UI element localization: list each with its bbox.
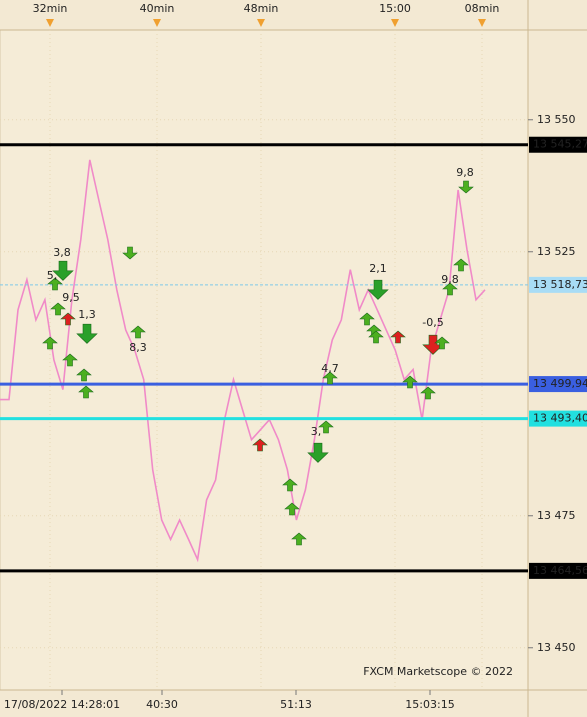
signal-arrow bbox=[442, 282, 458, 296]
signal-arrow bbox=[252, 438, 268, 452]
signal-arrow bbox=[307, 442, 329, 463]
signal-arrow bbox=[402, 375, 418, 389]
time-marker bbox=[478, 19, 486, 27]
signal-arrow bbox=[130, 325, 146, 339]
time-marker bbox=[153, 19, 161, 27]
signal-arrow bbox=[434, 336, 450, 350]
signal-label: 3, bbox=[311, 425, 322, 438]
signal-arrow bbox=[42, 336, 58, 350]
y-tick-label: 13 525 bbox=[537, 245, 576, 258]
level-label: 13 464,56 bbox=[533, 564, 587, 577]
signal-arrow bbox=[78, 385, 94, 399]
signal-arrow bbox=[47, 277, 63, 291]
signal-arrow bbox=[76, 368, 92, 382]
level-box bbox=[529, 376, 587, 393]
signal-label: 3,8 bbox=[53, 246, 71, 259]
time-marker bbox=[46, 19, 54, 27]
signal-label: 2,1 bbox=[369, 262, 387, 275]
signal-label: 8,3 bbox=[129, 341, 147, 354]
signal-arrow bbox=[62, 353, 78, 367]
level-box bbox=[529, 136, 587, 153]
price-line bbox=[0, 159, 486, 563]
signal-label: 4,7 bbox=[321, 362, 339, 375]
time-label: 40:30 bbox=[146, 698, 178, 711]
y-tick-label: 13 475 bbox=[537, 509, 576, 522]
signal-arrow bbox=[368, 330, 384, 344]
signal-arrow bbox=[50, 302, 66, 316]
time-label: 40min bbox=[140, 2, 175, 15]
time-marker bbox=[391, 19, 399, 27]
signal-arrow bbox=[453, 258, 469, 272]
time-label: 48min bbox=[244, 2, 279, 15]
signal-arrow bbox=[76, 323, 98, 344]
watermark: FXCM Marketscope © 2022 bbox=[363, 665, 513, 678]
signal-arrow bbox=[52, 260, 74, 281]
signal-arrow bbox=[458, 180, 474, 194]
signal-arrow bbox=[122, 246, 138, 260]
level-label: 13 518,73 bbox=[533, 278, 587, 291]
signal-arrow bbox=[390, 330, 406, 344]
time-label: 51:13 bbox=[280, 698, 312, 711]
signal-label: -0,5 bbox=[422, 316, 443, 329]
time-marker bbox=[257, 19, 265, 27]
signal-arrow bbox=[318, 420, 334, 434]
y-tick-label: 13 550 bbox=[537, 113, 576, 126]
level-label: 13 499,94 bbox=[533, 377, 587, 390]
signal-arrow bbox=[359, 312, 375, 326]
y-tick-label: 13 450 bbox=[537, 641, 576, 654]
signal-label: 9,8 bbox=[456, 166, 474, 179]
time-label: 08min bbox=[465, 2, 500, 15]
signal-arrow bbox=[420, 386, 436, 400]
time-label: 17/08/2022 14:28:01 bbox=[4, 698, 120, 711]
signal-label: 9,5 bbox=[62, 291, 80, 304]
signal-label: 5, bbox=[47, 269, 58, 282]
signal-label: 1,3 bbox=[78, 308, 96, 321]
level-box bbox=[529, 276, 587, 293]
time-label: 15:00 bbox=[379, 2, 411, 15]
signal-arrow bbox=[291, 532, 307, 546]
time-label: 15:03:15 bbox=[405, 698, 454, 711]
level-label: 13 493,40 bbox=[533, 412, 587, 425]
plot-area bbox=[0, 29, 529, 691]
signal-arrow bbox=[322, 371, 338, 385]
signal-arrow bbox=[284, 502, 300, 516]
level-box bbox=[529, 562, 587, 579]
signal-label: 9,8 bbox=[441, 273, 459, 286]
signal-arrow bbox=[60, 312, 76, 326]
time-label: 32min bbox=[33, 2, 68, 15]
signal-arrow bbox=[367, 279, 389, 300]
signal-arrow bbox=[282, 478, 298, 492]
level-label: 13 545,27 bbox=[533, 138, 587, 151]
level-box bbox=[529, 410, 587, 427]
